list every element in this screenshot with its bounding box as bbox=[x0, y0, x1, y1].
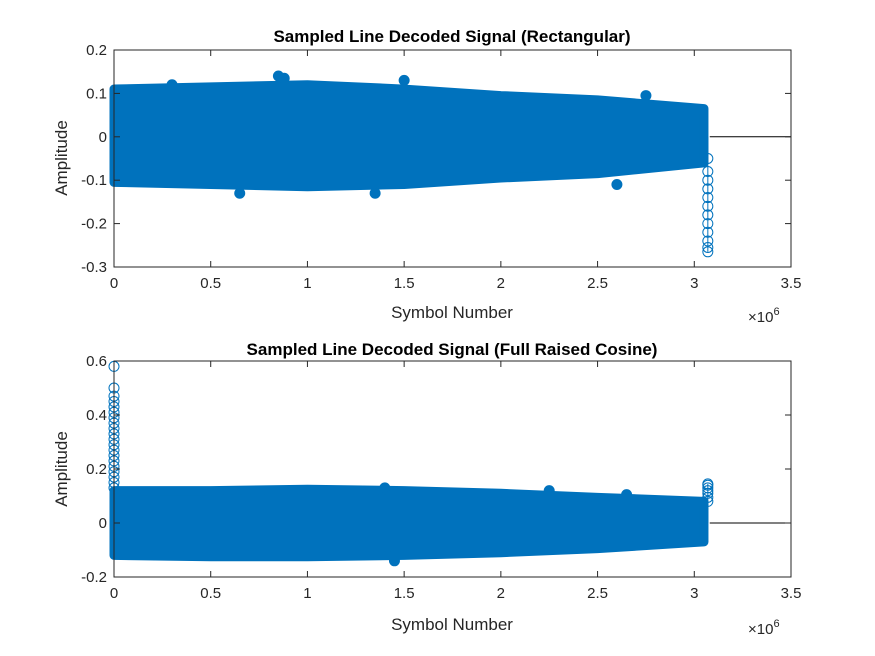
x-tick-label: 2.5 bbox=[587, 585, 608, 602]
subplot-rectangular: Sampled Line Decoded Signal (Rectangular… bbox=[52, 27, 801, 326]
x-tick-label: 2.5 bbox=[587, 275, 608, 292]
x-axis-label: Symbol Number bbox=[391, 303, 513, 322]
x-tick-label: 1 bbox=[303, 585, 311, 602]
signal-band bbox=[109, 80, 709, 192]
x-exponent-label: ×106 bbox=[748, 618, 780, 638]
data-point bbox=[640, 90, 652, 102]
y-tick-label: -0.3 bbox=[81, 259, 107, 276]
spike-marker bbox=[702, 226, 714, 238]
spike-marker bbox=[702, 495, 714, 507]
y-tick-label: 0.2 bbox=[86, 42, 107, 59]
x-tick-label: 1.5 bbox=[394, 275, 415, 292]
x-tick-label: 1.5 bbox=[394, 585, 415, 602]
data-point bbox=[611, 179, 623, 191]
signal-band bbox=[109, 484, 709, 562]
data-point bbox=[166, 79, 178, 91]
x-tick-label: 3 bbox=[690, 275, 698, 292]
data-point bbox=[234, 187, 246, 199]
spike-marker bbox=[702, 246, 714, 258]
spike-marker bbox=[702, 487, 714, 499]
spike-marker bbox=[702, 174, 714, 186]
x-exponent-label: ×106 bbox=[748, 306, 780, 326]
scatter-marks bbox=[108, 360, 791, 567]
x-exponent-power: 6 bbox=[773, 618, 779, 630]
y-tick-label: -0.1 bbox=[81, 172, 107, 189]
axis-ticks: 0 0.5 1 1.5 2 2.5 3 3.5-0.200.20.40.6 bbox=[81, 353, 801, 602]
subplot-raised-cosine: Sampled Line Decoded Signal (Full Raised… bbox=[52, 340, 801, 638]
x-exponent-base: ×10 bbox=[748, 309, 773, 326]
y-tick-label: 0.4 bbox=[86, 407, 107, 424]
spike-marker bbox=[702, 153, 714, 164]
subplot-title: Sampled Line Decoded Signal (Rectangular… bbox=[273, 27, 630, 46]
spike-marker bbox=[702, 485, 714, 497]
x-tick-label: 1 bbox=[303, 275, 311, 292]
x-tick-label: 2 bbox=[497, 275, 505, 292]
data-point bbox=[543, 485, 555, 497]
x-tick-label: 3.5 bbox=[781, 275, 802, 292]
spike-marker bbox=[702, 192, 714, 204]
y-tick-label: -0.2 bbox=[81, 216, 107, 233]
spike-marker bbox=[702, 491, 714, 503]
x-tick-label: 2 bbox=[497, 585, 505, 602]
spike-marker bbox=[702, 209, 714, 221]
scatter-marks bbox=[109, 70, 791, 258]
axes-box bbox=[113, 49, 792, 268]
x-tick-label: 0.5 bbox=[200, 275, 221, 292]
x-tick-label: 3 bbox=[690, 585, 698, 602]
spike-marker bbox=[702, 482, 714, 494]
data-point bbox=[388, 555, 400, 567]
spike-marker bbox=[702, 241, 714, 253]
x-axis-label: Symbol Number bbox=[391, 615, 513, 634]
x-tick-label: 0 bbox=[110, 585, 118, 602]
data-point bbox=[369, 187, 381, 199]
x-tick-label: 0 bbox=[110, 275, 118, 292]
y-tick-label: 0.2 bbox=[86, 461, 107, 478]
spike-marker bbox=[702, 478, 714, 490]
data-point bbox=[278, 72, 290, 84]
spike-marker bbox=[702, 218, 714, 230]
spike-marker bbox=[702, 200, 714, 212]
y-tick-label: -0.2 bbox=[81, 569, 107, 586]
data-point bbox=[398, 74, 410, 86]
y-tick-label: 0.1 bbox=[86, 85, 107, 102]
y-axis-label: Amplitude bbox=[52, 431, 71, 507]
x-exponent-base: ×10 bbox=[748, 621, 773, 638]
y-tick-label: 0 bbox=[99, 129, 107, 146]
data-point bbox=[379, 482, 391, 494]
y-tick-label: 0 bbox=[99, 515, 107, 532]
subplot-title: Sampled Line Decoded Signal (Full Raised… bbox=[247, 340, 658, 359]
spike-marker bbox=[702, 166, 714, 178]
spike-marker bbox=[702, 235, 714, 247]
spike-marker bbox=[702, 183, 714, 195]
y-tick-label: 0.6 bbox=[86, 353, 107, 370]
axis-ticks: 0 0.5 1 1.5 2 2.5 3 3.5 -0.3 -0.2 -0.1 0 0.1 0.2 bbox=[81, 42, 801, 292]
data-point bbox=[621, 489, 633, 501]
y-axis-label: Amplitude bbox=[52, 120, 71, 196]
x-tick-label: 3.5 bbox=[781, 585, 802, 602]
x-tick-label: 0.5 bbox=[200, 585, 221, 602]
x-exponent-power: 6 bbox=[773, 306, 779, 318]
